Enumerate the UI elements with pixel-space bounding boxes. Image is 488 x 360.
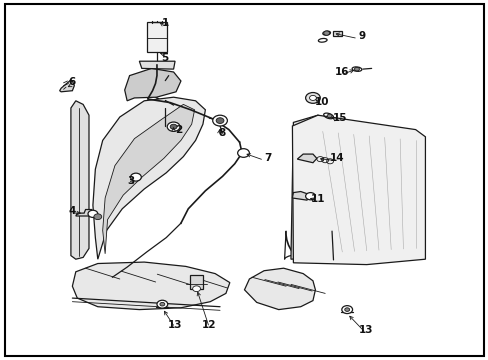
Polygon shape — [124, 68, 181, 101]
Polygon shape — [244, 268, 315, 310]
Polygon shape — [93, 97, 205, 259]
Text: 4: 4 — [68, 206, 76, 216]
Polygon shape — [76, 210, 92, 216]
Polygon shape — [297, 154, 316, 163]
Circle shape — [305, 93, 320, 103]
Text: 8: 8 — [219, 128, 225, 138]
Circle shape — [170, 124, 177, 129]
Text: 14: 14 — [329, 153, 344, 163]
Circle shape — [167, 122, 180, 131]
Circle shape — [212, 115, 227, 126]
Text: 13: 13 — [358, 325, 372, 336]
Bar — [189, 275, 203, 289]
Circle shape — [160, 302, 164, 306]
Circle shape — [130, 173, 141, 181]
Text: 2: 2 — [175, 125, 182, 135]
Text: 11: 11 — [310, 194, 325, 204]
Circle shape — [216, 118, 224, 123]
Circle shape — [323, 31, 329, 35]
Polygon shape — [71, 101, 89, 259]
Polygon shape — [102, 104, 194, 254]
Polygon shape — [139, 61, 175, 69]
Text: 1: 1 — [162, 18, 168, 28]
Circle shape — [192, 286, 200, 292]
Text: 7: 7 — [264, 153, 271, 163]
Circle shape — [237, 149, 249, 157]
Bar — [146, 22, 167, 52]
Text: 10: 10 — [314, 96, 328, 107]
Circle shape — [88, 210, 98, 217]
Circle shape — [305, 193, 315, 200]
Text: 13: 13 — [167, 320, 182, 330]
Text: 9: 9 — [358, 31, 365, 41]
Polygon shape — [72, 262, 229, 310]
Text: 3: 3 — [127, 176, 134, 186]
Circle shape — [354, 67, 359, 71]
Text: 6: 6 — [69, 77, 76, 87]
Circle shape — [344, 308, 349, 311]
Polygon shape — [292, 192, 308, 200]
Circle shape — [341, 306, 352, 314]
Circle shape — [326, 114, 331, 118]
Circle shape — [94, 214, 102, 220]
Polygon shape — [292, 115, 425, 265]
Circle shape — [309, 95, 316, 100]
Polygon shape — [60, 80, 74, 92]
Text: 12: 12 — [202, 320, 216, 330]
Polygon shape — [290, 115, 332, 259]
Circle shape — [157, 300, 167, 308]
Text: 5: 5 — [162, 53, 168, 63]
Text: 15: 15 — [332, 113, 346, 123]
Text: 16: 16 — [334, 67, 349, 77]
Bar — [332, 31, 342, 36]
